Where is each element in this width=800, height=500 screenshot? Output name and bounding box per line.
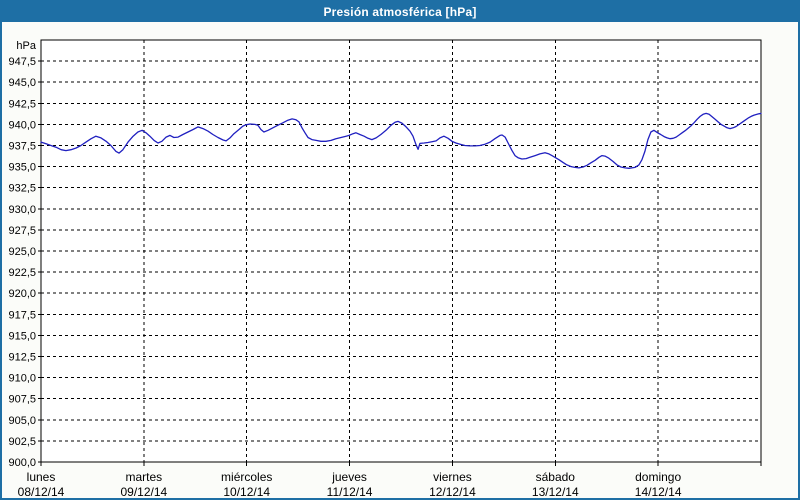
pressure-curve — [40, 112, 762, 169]
y-tick-label: 912,5 — [8, 352, 36, 364]
date-label: 08/12/14 — [18, 485, 65, 498]
date-label: 09/12/14 — [120, 485, 167, 498]
day-label: domingo — [635, 470, 681, 484]
window-title: Presión atmosférica [hPa] — [323, 5, 477, 19]
day-label: sábado — [536, 470, 576, 484]
y-tick-label: 925,0 — [8, 246, 36, 258]
pressure-chart-canvas: 947,5 945,0 942,5 940,0 937,5 935,0 932,5 930,0… — [8, 39, 762, 498]
date-label: 13/12/14 — [532, 485, 579, 498]
day-label: viernes — [433, 470, 472, 484]
day-label: lunes — [27, 470, 56, 484]
y-tick-label: 945,0 — [8, 77, 36, 89]
y-tick-label: 932,5 — [8, 183, 36, 195]
y-tick-label: 915,0 — [8, 330, 36, 342]
y-tick-label: 940,0 — [8, 119, 36, 131]
y-tick-label: 920,0 — [8, 288, 36, 300]
day-label: jueves — [331, 470, 367, 484]
y-tick-label: 947,5 — [8, 56, 36, 68]
y-tick-label: 937,5 — [8, 141, 36, 153]
y-tick-label: 917,5 — [8, 309, 36, 321]
y-tick-label: 902,5 — [8, 436, 36, 448]
y-tick-label: 942,5 — [8, 98, 36, 110]
window-titlebar: Presión atmosférica [hPa] — [2, 2, 798, 22]
date-label: 12/12/14 — [429, 485, 476, 498]
y-tick-label: 907,5 — [8, 394, 36, 406]
date-label: 11/12/14 — [327, 485, 373, 498]
day-label: martes — [126, 470, 163, 484]
y-axis-unit-label: hPa — [16, 40, 36, 52]
y-tick-label: 927,5 — [8, 225, 36, 237]
day-label: miércoles — [221, 470, 272, 484]
date-label: 10/12/14 — [223, 485, 270, 498]
y-tick-label: 922,5 — [8, 267, 36, 279]
date-label: 14/12/14 — [635, 485, 682, 498]
y-tick-label: 935,0 — [8, 162, 36, 174]
chart-area: 947,5 945,0 942,5 940,0 937,5 935,0 932,5 930,0… — [2, 22, 798, 498]
plot-border — [40, 39, 762, 463]
y-tick-label: 905,0 — [8, 415, 36, 427]
y-tick-label: 900,0 — [8, 457, 36, 469]
y-tick-label: 930,0 — [8, 204, 36, 216]
y-tick-label: 910,0 — [8, 373, 36, 385]
